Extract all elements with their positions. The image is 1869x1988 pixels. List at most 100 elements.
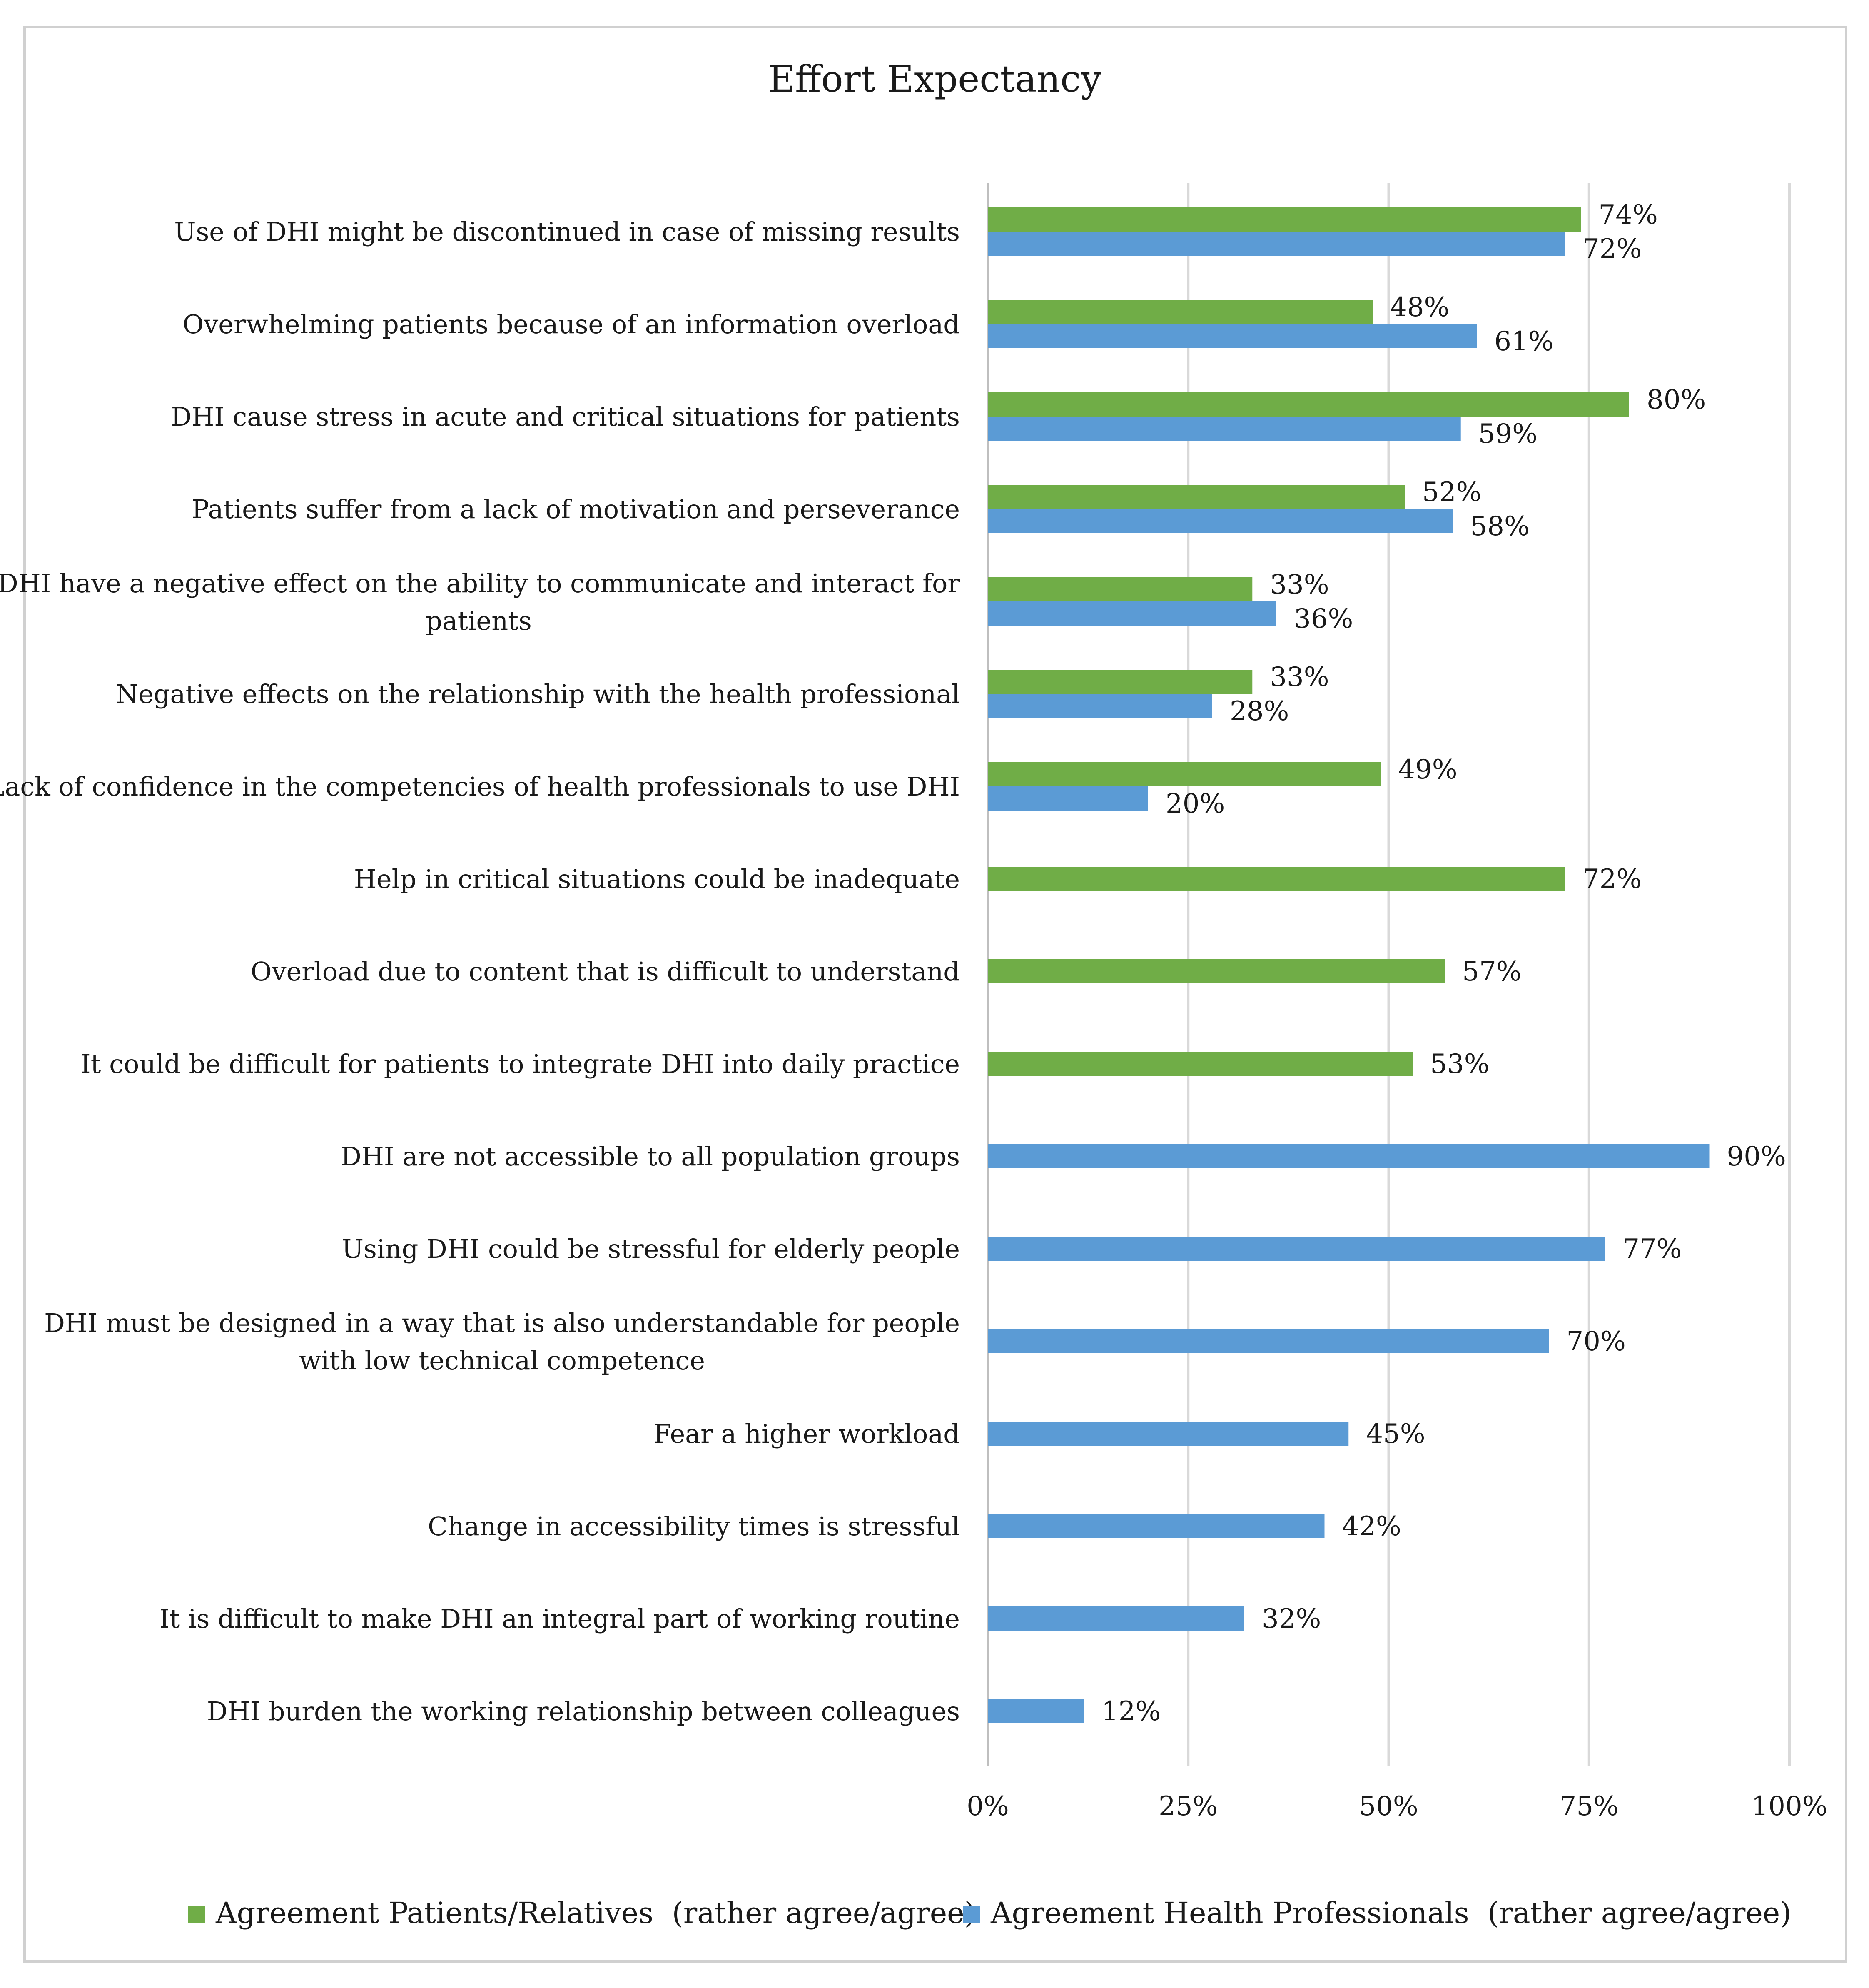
bar-health-professionals [988,1144,1710,1168]
category-label: It could be difficult for patients to in… [80,1049,960,1079]
data-label: 72% [1582,234,1642,264]
bar-health-professionals [988,601,1276,626]
bar-patients-relatives [988,392,1629,417]
legend-label: Agreement Patients/Relatives (rather agr… [215,1896,976,1930]
chart-frame [23,26,1847,1963]
data-label: 36% [1294,604,1353,634]
category-label-line: DHI must be designed in a way that is al… [44,1308,960,1338]
category-label-line: Help in critical situations could be ina… [354,864,960,894]
data-label: 57% [1462,956,1521,987]
data-label: 77% [1622,1234,1682,1265]
category-label: Negative effects on the relationship wit… [116,679,960,709]
data-label: 49% [1398,754,1457,785]
category-label-line: It could be difficult for patients to in… [80,1049,960,1079]
bars: 74%72%48%61%80%59%52%58%33%36%33%28%49%2… [988,200,1786,1727]
x-axis-tick-labels: 0% 25% 50% 75% 100% [967,1791,1827,1822]
category-label: Lack of confidence in the competencies o… [0,771,960,802]
bar-health-professionals [988,509,1453,533]
bar-health-professionals [988,1422,1349,1446]
bar-patients-relatives [988,300,1373,324]
category-label-line: Using DHI could be stressful for elderly… [342,1234,960,1264]
data-label: 90% [1727,1141,1786,1172]
category-label: Overload due to content that is difficul… [251,956,960,987]
bar-health-professionals [988,1606,1244,1631]
legend-item-health-professionals: Agreement Health Professionals (rather a… [963,1896,1792,1930]
bar-health-professionals [988,417,1461,441]
bar-patients-relatives [988,959,1445,983]
bar-patients-relatives [988,867,1565,891]
bar-patients-relatives [988,1052,1413,1076]
legend-swatch [963,1906,980,1923]
bar-patients-relatives [988,670,1253,694]
legend-item-patients-relatives: Agreement Patients/Relatives (rather agr… [188,1896,976,1930]
bar-health-professionals [988,1329,1549,1353]
bar-patients-relatives [988,485,1405,509]
category-label: Overwhelming patients because of an info… [182,309,960,339]
data-label: 52% [1422,477,1481,508]
category-label-line: DHI are not accessible to all population… [341,1141,960,1172]
data-label: 74% [1599,200,1658,230]
category-label: DHI have a negative effect on the abilit… [0,568,960,636]
data-label: 53% [1430,1049,1489,1080]
data-label: 72% [1582,864,1642,895]
bar-patients-relatives [988,207,1581,232]
data-label: 61% [1494,326,1553,357]
bar-health-professionals [988,232,1565,256]
data-label: 32% [1262,1604,1321,1634]
category-label: DHI cause stress in acute and critical s… [171,402,960,432]
category-label-line: Patients suffer from a lack of motivatio… [192,494,960,524]
data-label: 45% [1366,1419,1425,1449]
category-label: DHI must be designed in a way that is al… [44,1308,960,1376]
data-label: 20% [1166,788,1225,819]
bar-patients-relatives [988,577,1253,601]
data-label: 33% [1270,662,1329,693]
category-label: Fear a higher workload [653,1419,960,1449]
category-label-line: Overwhelming patients because of an info… [182,309,960,339]
data-label: 33% [1270,569,1329,600]
category-label: Patients suffer from a lack of motivatio… [192,494,960,524]
x-tick-label: 100% [1752,1791,1828,1822]
bar-health-professionals [988,694,1212,718]
category-label: DHI burden the working relationship betw… [207,1696,960,1726]
bar-health-professionals [988,324,1477,348]
data-label: 70% [1567,1326,1626,1357]
data-label: 12% [1101,1696,1161,1727]
category-label-line: patients [426,606,532,636]
category-label: Use of DHI might be discontinued in case… [174,217,960,247]
category-label: It is difficult to make DHI an integral … [159,1604,960,1634]
legend-swatch [188,1906,205,1923]
category-label-line: Fear a higher workload [653,1419,960,1449]
category-label-line: Negative effects on the relationship wit… [116,679,960,709]
chart-title: Effort Expectancy [768,57,1101,100]
legend-label: Agreement Health Professionals (rather a… [990,1896,1792,1930]
legend: Agreement Patients/Relatives (rather agr… [188,1896,1792,1930]
x-tick-label: 75% [1560,1791,1619,1822]
x-tick-label: 50% [1359,1791,1418,1822]
category-label-line: DHI cause stress in acute and critical s… [171,402,960,432]
category-label: DHI are not accessible to all population… [341,1141,960,1172]
bar-health-professionals [988,1514,1325,1538]
category-label-line: Lack of confidence in the competencies o… [0,771,960,802]
category-label-line: DHI have a negative effect on the abilit… [0,568,960,599]
data-label: 58% [1470,511,1530,542]
data-label: 42% [1342,1511,1401,1542]
data-label: 48% [1390,292,1449,323]
category-label: Help in critical situations could be ina… [354,864,960,894]
category-label-line: It is difficult to make DHI an integral … [159,1604,960,1634]
x-tick-label: 25% [1159,1791,1218,1822]
category-label: Change in accessibility times is stressf… [428,1511,960,1542]
bar-patients-relatives [988,762,1381,786]
data-label: 59% [1478,419,1538,449]
category-label-line: DHI burden the working relationship betw… [207,1696,960,1726]
bar-health-professionals [988,1237,1605,1261]
category-labels: Use of DHI might be discontinued in case… [0,217,960,1726]
bar-health-professionals [988,1699,1084,1723]
category-label-line: Overload due to content that is difficul… [251,956,960,987]
x-tick-label: 0% [967,1791,1009,1822]
category-label-line: with low technical competence [299,1345,705,1376]
category-label-line: Change in accessibility times is stressf… [428,1511,960,1542]
data-label: 28% [1230,696,1289,727]
category-label-line: Use of DHI might be discontinued in case… [174,217,960,247]
bar-health-professionals [988,786,1148,811]
